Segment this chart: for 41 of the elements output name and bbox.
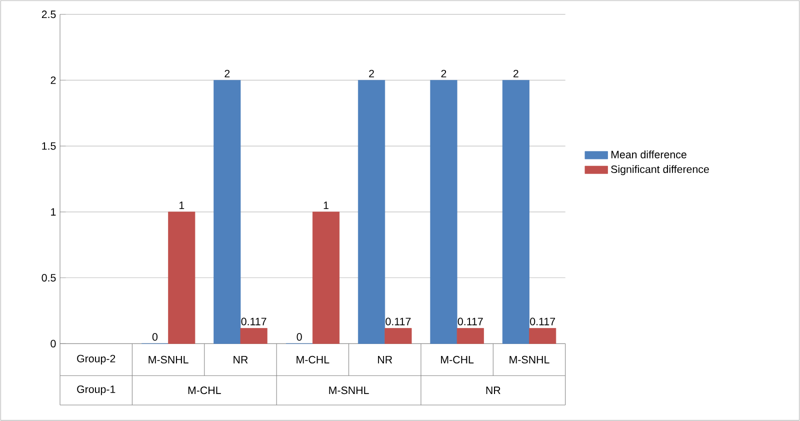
data-label: 2 <box>369 70 374 78</box>
x-tick-label: M-SNHL <box>510 356 550 364</box>
text: NR <box>486 386 500 394</box>
bar <box>358 80 386 344</box>
x-tick-label: M-CHL <box>441 356 474 364</box>
x-tick-label: M-SNHL <box>148 356 188 364</box>
bar <box>456 328 484 344</box>
y-tick-label: 2 <box>50 76 56 84</box>
text: M-SNHL <box>329 386 369 394</box>
data-label: 1 <box>179 202 184 209</box>
text: Group-2 <box>77 354 116 364</box>
bar <box>384 328 412 344</box>
x-tick-label: M-CHL <box>296 356 330 364</box>
y-tick-label: 1.5 <box>42 142 56 150</box>
data-label: 0 <box>296 333 302 341</box>
bar <box>502 80 530 344</box>
y-tick-label: 1 <box>51 208 56 216</box>
y-tick-label: 0.5 <box>42 274 56 282</box>
legend-label: Mean difference <box>611 150 686 158</box>
data-label: 0.117 <box>458 318 483 326</box>
bar <box>214 80 241 344</box>
bar <box>312 212 340 344</box>
x-tick-label: NR <box>234 356 248 364</box>
data-label: 2 <box>513 70 518 78</box>
bar <box>430 80 458 344</box>
text: Group-1 <box>77 385 116 396</box>
data-label: 0.117 <box>530 318 555 326</box>
bar <box>168 212 196 344</box>
data-label: 0 <box>152 333 158 341</box>
legend-label: Significant difference <box>611 165 709 176</box>
x-tick-label: NR <box>378 356 392 364</box>
y-tick-label: 0 <box>50 340 56 348</box>
data-label: 2 <box>224 70 230 78</box>
data-label: 1 <box>324 202 328 209</box>
text: M-CHL <box>188 386 221 394</box>
data-label: 2 <box>441 70 446 78</box>
data-label: 0.117 <box>241 318 266 326</box>
y-tick-label: 2.5 <box>42 10 56 18</box>
data-label: 0.117 <box>386 318 411 326</box>
bar <box>529 328 556 344</box>
bar <box>240 328 268 344</box>
